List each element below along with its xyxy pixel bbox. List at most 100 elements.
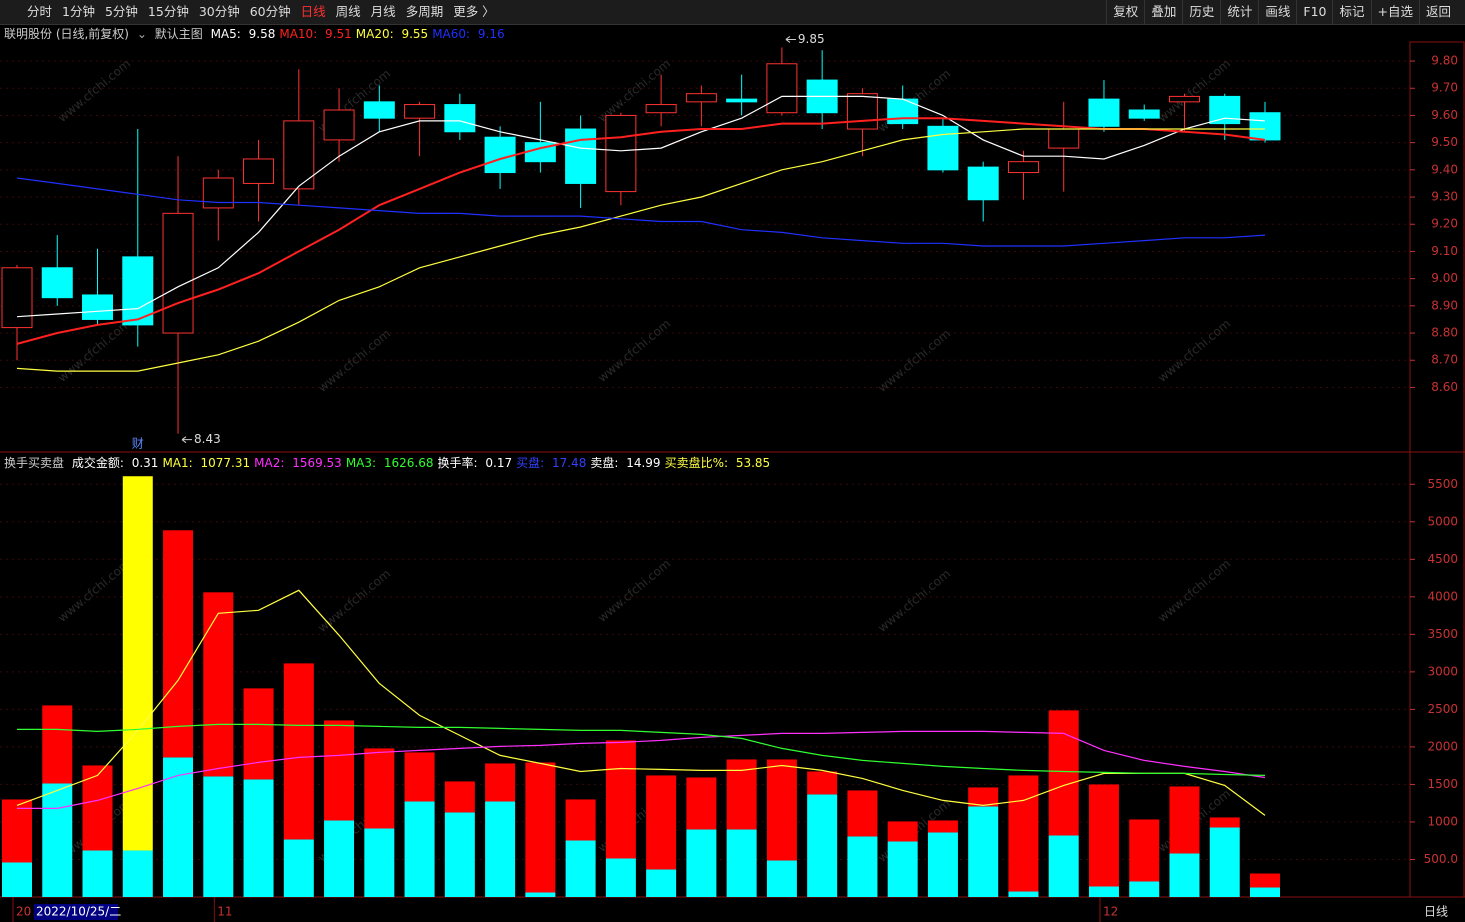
tool-button[interactable]: 标记 bbox=[1332, 0, 1370, 24]
tool-button[interactable]: F10 bbox=[1296, 0, 1332, 24]
bar-segment bbox=[1048, 835, 1079, 897]
y-tick-label: 9.00 bbox=[1431, 271, 1458, 285]
candle-body bbox=[1048, 128, 1080, 149]
readout-value: 0.17 bbox=[485, 456, 513, 470]
ma-line bbox=[17, 730, 1266, 809]
period-button[interactable]: 分时 bbox=[27, 4, 53, 19]
bar-segment bbox=[1008, 775, 1039, 892]
period-button[interactable]: 60分钟 bbox=[249, 4, 291, 19]
readout-value: 53.85 bbox=[735, 456, 771, 470]
candle-body bbox=[1088, 98, 1120, 127]
candle-body bbox=[82, 294, 114, 320]
bar-segment bbox=[807, 794, 838, 897]
period-button[interactable]: 1分钟 bbox=[62, 4, 95, 19]
cursor-box bbox=[34, 904, 118, 920]
bar-segment bbox=[1250, 887, 1280, 897]
annotation: 8.43 bbox=[194, 432, 221, 446]
readout-value: 0.31 bbox=[131, 456, 159, 470]
subtitle: 默认主图 bbox=[154, 27, 203, 41]
legend-value: 9.51 bbox=[325, 27, 352, 41]
ma-line bbox=[16, 589, 1266, 816]
candle-body bbox=[243, 158, 275, 184]
bar-segment bbox=[927, 820, 958, 833]
period-button[interactable]: 月线 bbox=[370, 4, 396, 19]
bar-segment bbox=[1169, 853, 1200, 897]
period-button[interactable]: 多周期 bbox=[405, 4, 444, 19]
watermark: www.cfchi.com bbox=[55, 316, 133, 385]
legend-label: MA5 bbox=[211, 27, 245, 41]
annotation-arrow bbox=[181, 436, 193, 444]
bar-segment bbox=[485, 763, 516, 802]
toolbar: 分时 1分钟 5分钟 15分钟 30分钟 60分钟 日线 周线 月线 多周期 更多 〉 复权 叠加 历史统… bbox=[0, 0, 1465, 25]
bar-segment bbox=[686, 777, 717, 830]
bar-segment bbox=[82, 765, 113, 851]
candle-body bbox=[404, 104, 436, 119]
period-button[interactable]: 更多 〉 bbox=[453, 4, 495, 19]
y-tick-label: 8.60 bbox=[1431, 380, 1458, 394]
candle-body bbox=[726, 98, 758, 103]
candle-body bbox=[1168, 95, 1200, 103]
stock-title: 联明股份 (日线,前复权) bbox=[4, 27, 129, 41]
tool-button[interactable]: 画线 bbox=[1258, 0, 1296, 24]
y-tick-label: 500.0 bbox=[1424, 852, 1458, 866]
period-button[interactable]: 周线 bbox=[335, 4, 361, 19]
candle-body bbox=[41, 267, 73, 299]
y-tick-label: 1500 bbox=[1427, 777, 1458, 791]
readout-label: 换手率 bbox=[438, 456, 482, 470]
cursor-date: 2022/10/25/二 bbox=[36, 905, 121, 919]
bar-segment bbox=[766, 759, 797, 861]
candle-body bbox=[202, 177, 234, 209]
ma-line bbox=[17, 723, 1266, 776]
readout-value: 14.99 bbox=[626, 456, 661, 470]
bar-segment bbox=[646, 869, 677, 897]
bar-segment bbox=[283, 663, 314, 840]
candle-body bbox=[444, 104, 476, 133]
watermark: www.cfchi.com bbox=[875, 326, 953, 395]
annotation: 9.85 bbox=[798, 32, 825, 46]
y-tick-label: 9.20 bbox=[1431, 217, 1458, 231]
menu-icon[interactable]: ⌄ bbox=[136, 27, 147, 41]
period-button[interactable]: 5分钟 bbox=[104, 4, 138, 19]
legend-label: MA2 bbox=[254, 456, 288, 470]
bar-segment bbox=[726, 759, 757, 830]
tool-button[interactable]: 复权 bbox=[1106, 0, 1144, 24]
y-tick-label: 9.80 bbox=[1431, 54, 1458, 68]
y-tick-label: 2500 bbox=[1427, 702, 1458, 716]
x-tick-label: 11 bbox=[217, 905, 232, 919]
bar-segment bbox=[283, 839, 314, 897]
ma-line bbox=[16, 128, 1265, 372]
legend-value: 1569.53 bbox=[292, 456, 342, 470]
tool-button[interactable]: 历史 bbox=[1182, 0, 1220, 24]
bar-segment bbox=[122, 850, 153, 897]
bar-segment bbox=[726, 829, 757, 897]
tool-button[interactable]: 返回 bbox=[1418, 0, 1457, 24]
tool-button[interactable]: 叠加 bbox=[1144, 0, 1182, 24]
bar-segment bbox=[565, 799, 596, 841]
legend-label: MA3 bbox=[346, 456, 380, 470]
y-tick-label: 9.50 bbox=[1431, 135, 1458, 149]
bar-segment bbox=[605, 858, 636, 897]
watermark: www.cfchi.com bbox=[55, 56, 133, 125]
event-marker: 财 bbox=[132, 437, 144, 451]
bar-segment bbox=[968, 787, 999, 807]
bar-segment bbox=[404, 801, 435, 897]
period-button[interactable]: 15分钟 bbox=[147, 4, 189, 19]
bar-segment bbox=[163, 530, 194, 758]
period-button[interactable]: 30分钟 bbox=[198, 4, 240, 19]
y-tick-label: 8.80 bbox=[1431, 326, 1458, 340]
bar-segment bbox=[203, 776, 234, 897]
period-button[interactable]: 日线 bbox=[300, 4, 326, 19]
watermark: www.cfchi.com bbox=[1155, 556, 1233, 625]
x-tick-label: 20 bbox=[16, 905, 31, 919]
y-tick-label: 9.10 bbox=[1431, 244, 1458, 258]
annotation-arrow bbox=[785, 36, 796, 43]
y-tick-label: 9.60 bbox=[1431, 108, 1458, 122]
watermark: www.cfchi.com bbox=[315, 566, 393, 635]
tool-button[interactable]: +自选 bbox=[1370, 0, 1419, 24]
candle-body bbox=[283, 120, 315, 190]
x-tick-label: 12 bbox=[1103, 905, 1118, 919]
legend-value: 1626.68 bbox=[383, 456, 434, 470]
tool-button[interactable]: 统计 bbox=[1220, 0, 1258, 24]
bar-segment bbox=[686, 829, 717, 897]
